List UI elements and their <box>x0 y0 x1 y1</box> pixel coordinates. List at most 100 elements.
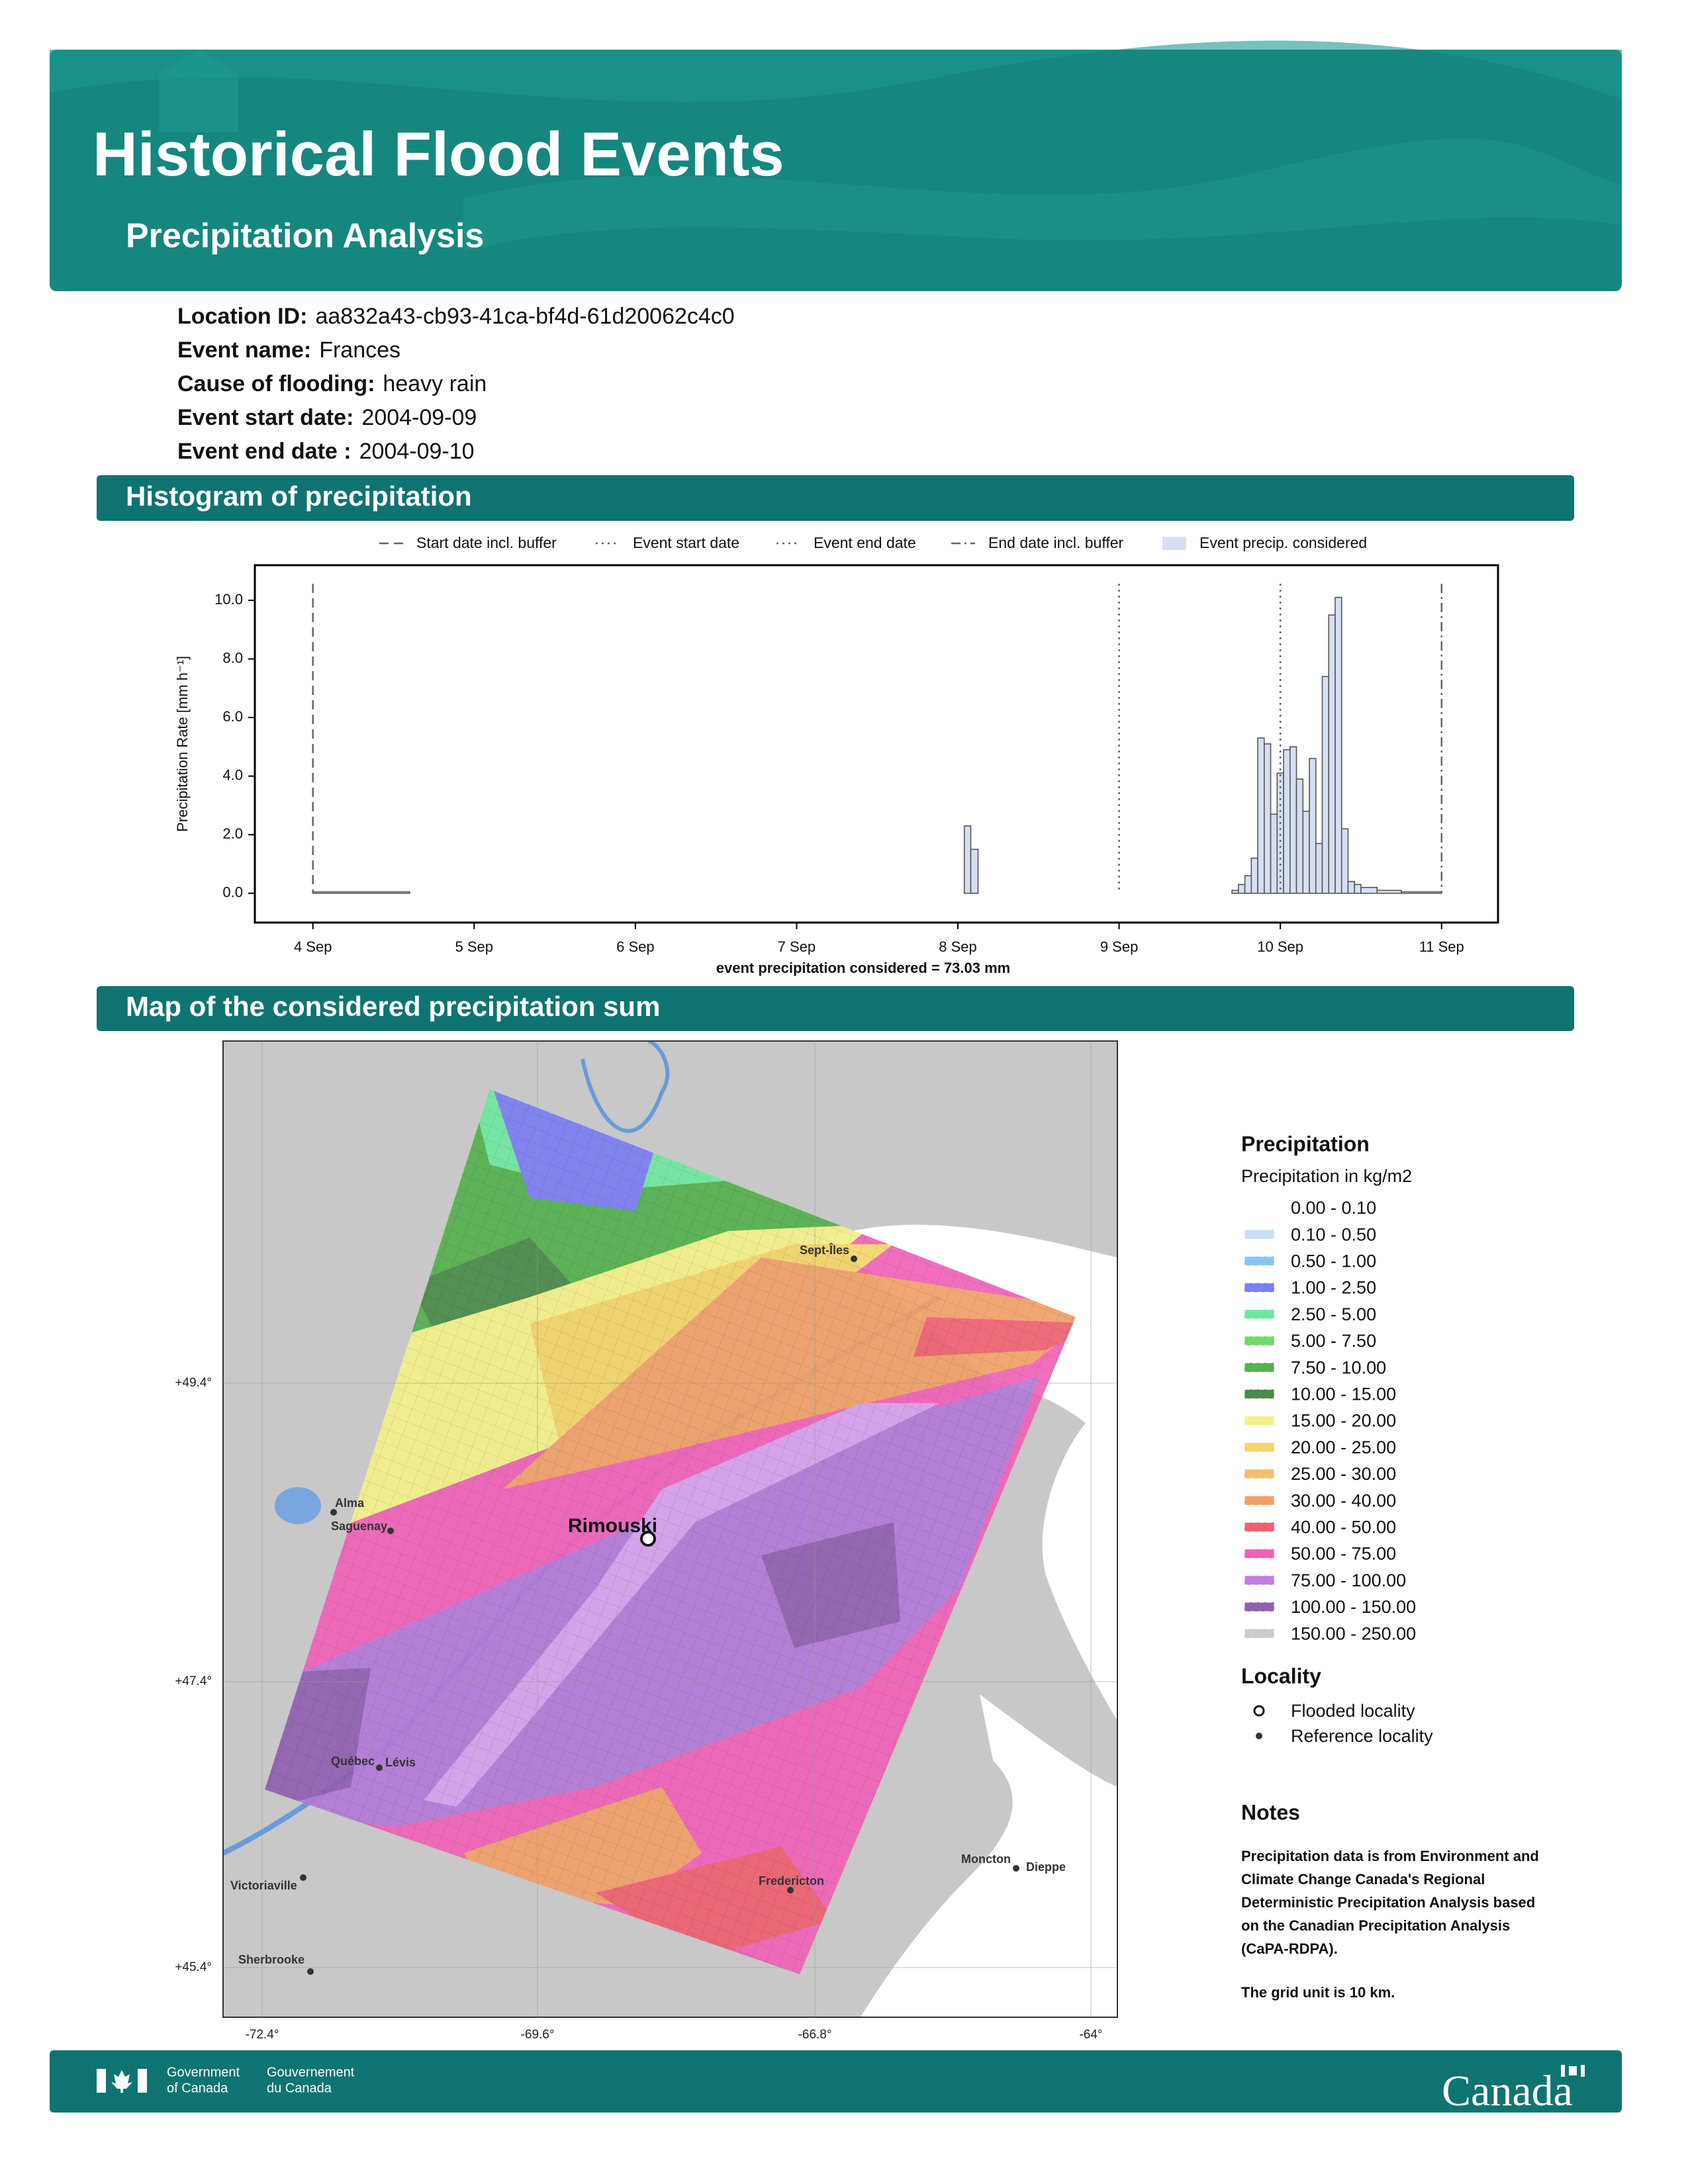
legend-title: Precipitation <box>1241 1132 1370 1156</box>
legend-label: Reference locality <box>1291 1726 1433 1746</box>
maple-leaf <box>111 2070 132 2093</box>
locality-label: Lévis <box>385 1756 416 1769</box>
plot-frame <box>254 564 1499 924</box>
notes-line: (CaPA-RDPA). <box>1241 1940 1338 1957</box>
canada-wordmark: Canada <box>1442 2067 1573 2115</box>
footer-bar <box>50 2050 1622 2113</box>
legend-label: 50.00 - 75.00 <box>1291 1544 1396 1564</box>
legend-label: 150.00 - 250.00 <box>1291 1623 1416 1643</box>
reference-locality <box>387 1527 394 1534</box>
histogram-bar <box>1257 737 1265 894</box>
legend-label: 40.00 - 50.00 <box>1291 1518 1396 1537</box>
legend-swatch <box>1244 1229 1275 1240</box>
flooded-locality <box>640 1531 656 1547</box>
y-tick-label: 4.0 <box>222 767 243 784</box>
legend-label: 20.00 - 25.00 <box>1291 1437 1396 1457</box>
x-axis-label: event precipitation considered = 73.03 m… <box>716 960 1010 976</box>
reference-locality <box>330 1509 337 1516</box>
map-legend: Precipitation Precipitation in kg/m2 Loc… <box>1241 1132 1539 2000</box>
histogram-bar <box>1401 891 1442 894</box>
y-axis-label: Precipitation Rate [mm h⁻¹] <box>174 656 191 832</box>
map-frame <box>222 1040 1118 2018</box>
y-tick-label: 8.0 <box>222 649 243 666</box>
y-tick-label: 2.0 <box>222 825 243 842</box>
legend-swatch <box>1162 537 1186 550</box>
legend-label: Event end date <box>814 534 916 551</box>
map-lake <box>275 1487 321 1524</box>
detail-row: Event name: Frances <box>177 338 400 363</box>
histogram-bar <box>1321 676 1330 894</box>
x-tick-label: 8 Sep <box>939 938 977 955</box>
histogram-bar <box>1276 772 1284 894</box>
legend-swatch <box>1244 1442 1275 1453</box>
reference-locality <box>376 1764 383 1771</box>
legend-swatch <box>1244 1575 1275 1586</box>
detail-row: Cause of flooding: heavy rain <box>177 371 487 396</box>
histogram-bar <box>1264 743 1272 894</box>
histogram-bar <box>1340 828 1349 894</box>
y-tick-label: 10.0 <box>214 591 243 608</box>
lon-tick-label: -64° <box>1079 2028 1102 2042</box>
reference-locality <box>300 1874 306 1881</box>
histogram-bar <box>1354 884 1362 894</box>
legend-swatch <box>1244 1495 1275 1506</box>
legend-swatch <box>1244 1549 1275 1559</box>
detail-label: Cause of flooding: <box>177 371 375 396</box>
locality-label: Fredericton <box>759 1874 824 1888</box>
histogram-bar <box>963 825 972 894</box>
y-tick-label: 0.0 <box>222 884 243 901</box>
locality-label: Moncton <box>961 1852 1011 1866</box>
legend-swatch <box>1244 1469 1275 1479</box>
legend-label: 5.00 - 7.50 <box>1291 1331 1376 1351</box>
x-tick-label: 6 Sep <box>616 938 655 955</box>
detail-label: Event name: <box>177 338 311 363</box>
locality-label: Alma <box>335 1496 365 1510</box>
lat-tick-label: +45.4° <box>175 1960 212 1974</box>
legend-label: 100.00 - 150.00 <box>1291 1597 1416 1617</box>
event-details: Location ID: aa832a43-cb93-41ca-bf4d-61d2… <box>177 304 735 464</box>
header-subtitle: Precipitation Analysis <box>126 217 484 255</box>
legend-label: Event precip. considered <box>1199 534 1367 551</box>
histogram-bar <box>1315 842 1323 894</box>
legend-title: Locality <box>1241 1664 1321 1688</box>
flag-leaf <box>1569 2066 1577 2075</box>
government-en: of Canada <box>167 2081 228 2095</box>
legend-swatch <box>1244 1416 1275 1426</box>
legend-swatch <box>1244 1388 1275 1399</box>
government-en: Government <box>167 2065 240 2079</box>
reference-locality <box>307 1968 314 1975</box>
flag-bar <box>1581 2065 1585 2077</box>
detail-value: 2004-09-10 <box>359 439 475 464</box>
x-tick-label: 10 Sep <box>1257 938 1303 955</box>
legend-label: 0.50 - 1.00 <box>1291 1251 1376 1271</box>
legend-label: 2.50 - 5.00 <box>1291 1304 1376 1324</box>
notes-line: Climate Change Canada's Regional <box>1241 1871 1485 1888</box>
lon-tick-label: -69.6° <box>521 2028 555 2042</box>
reference-locality <box>787 1887 794 1893</box>
flag-bar <box>97 2069 106 2093</box>
locality-label: Victoriaville <box>230 1879 297 1892</box>
legend-label: 0.10 - 0.50 <box>1291 1224 1376 1244</box>
legend-label: 30.00 - 40.00 <box>1291 1490 1396 1510</box>
legend-label: End date incl. buffer <box>988 534 1123 551</box>
footer: Government of Canada Gouvernement du Can… <box>50 2050 1622 2115</box>
detail-value: aa832a43-cb93-41ca-bf4d-61d20062c4c0 <box>315 304 734 329</box>
legend-label: 1.00 - 2.50 <box>1291 1278 1376 1298</box>
flooded-locality-label: Rimouski <box>568 1515 657 1537</box>
lat-tick-label: +47.4° <box>175 1674 212 1688</box>
detail-label: Event end date : <box>177 439 352 464</box>
notes-line: Deterministic Precipitation Analysis bas… <box>1241 1894 1535 1911</box>
locality-label: Québec <box>331 1754 375 1768</box>
legend-label: Start date incl. buffer <box>416 534 557 551</box>
lat-tick-label: +49.4° <box>175 1376 212 1390</box>
detail-row: Event end date : 2004-09-10 <box>177 439 475 464</box>
histogram-bar <box>1238 884 1246 894</box>
x-tick-label: 7 Sep <box>778 938 816 955</box>
histogram-bar <box>1376 889 1402 894</box>
histogram-bar <box>1302 811 1310 894</box>
flag-bar <box>138 2069 147 2093</box>
legend-subtitle: Precipitation in kg/m2 <box>1241 1166 1412 1186</box>
notes-title: Notes <box>1241 1800 1300 1824</box>
x-tick-label: 5 Sep <box>455 938 494 955</box>
